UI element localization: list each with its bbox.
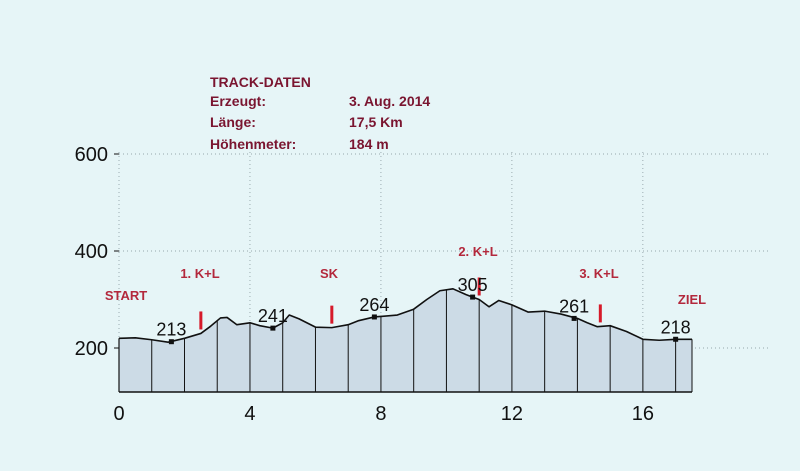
y-tick-label: 400 [75,241,108,263]
elevation-point-label: 241 [258,306,288,326]
km-columns [151,289,693,392]
checkpoint-labels: START 1. K+L SK 2. K+L 3. K+L ZIEL [105,244,706,307]
checkpoint-label: ZIEL [678,292,706,307]
elevation-point-label: 218 [661,317,691,337]
elevation-point-label: 264 [359,295,389,315]
elevation-point-marker [673,336,679,342]
labeled-points: 213 241 264 305 261 218 [156,275,691,345]
track-info-value-length: 17,5 Km [349,114,403,130]
elevation-point-marker [571,315,577,321]
elevation-point-label: 261 [559,296,589,316]
elevation-point-label: 213 [156,320,186,340]
section-markers [199,277,602,330]
elevation-fill [119,288,692,392]
track-info-label-length: Länge: [210,114,256,130]
y-tick-label: 600 [75,144,108,166]
elevation-point-marker [470,294,476,300]
x-tick-label: 16 [632,403,654,425]
track-info-value-ascent: 184 m [349,136,389,152]
axes: 200 400 600 0 4 8 12 16 [75,144,692,425]
checkpoint-label: 1. K+L [180,266,219,281]
track-info-label-created: Erzeugt: [210,93,266,109]
checkpoint-label: START [105,288,147,303]
x-tick-label: 0 [113,403,124,425]
checkpoint-label: SK [320,266,339,281]
x-tick-label: 12 [501,403,523,425]
checkpoint-label: 3. K+L [579,266,618,281]
track-info-label-ascent: Höhenmeter: [210,136,297,152]
y-tick-label: 200 [75,338,108,360]
elevation-line [118,288,692,343]
elevation-point-marker [168,339,174,345]
track-info-value-created: 3. Aug. 2014 [349,93,431,109]
elevation-point-marker [371,314,377,320]
track-info-heading: TRACK-DATEN [210,74,311,90]
elevation-area [118,288,692,392]
elevation-point-label: 305 [458,275,488,295]
x-tick-label: 4 [244,403,255,425]
checkpoint-label: 2. K+L [458,244,497,259]
x-tick-label: 8 [375,403,386,425]
elevation-point-marker [270,325,276,331]
